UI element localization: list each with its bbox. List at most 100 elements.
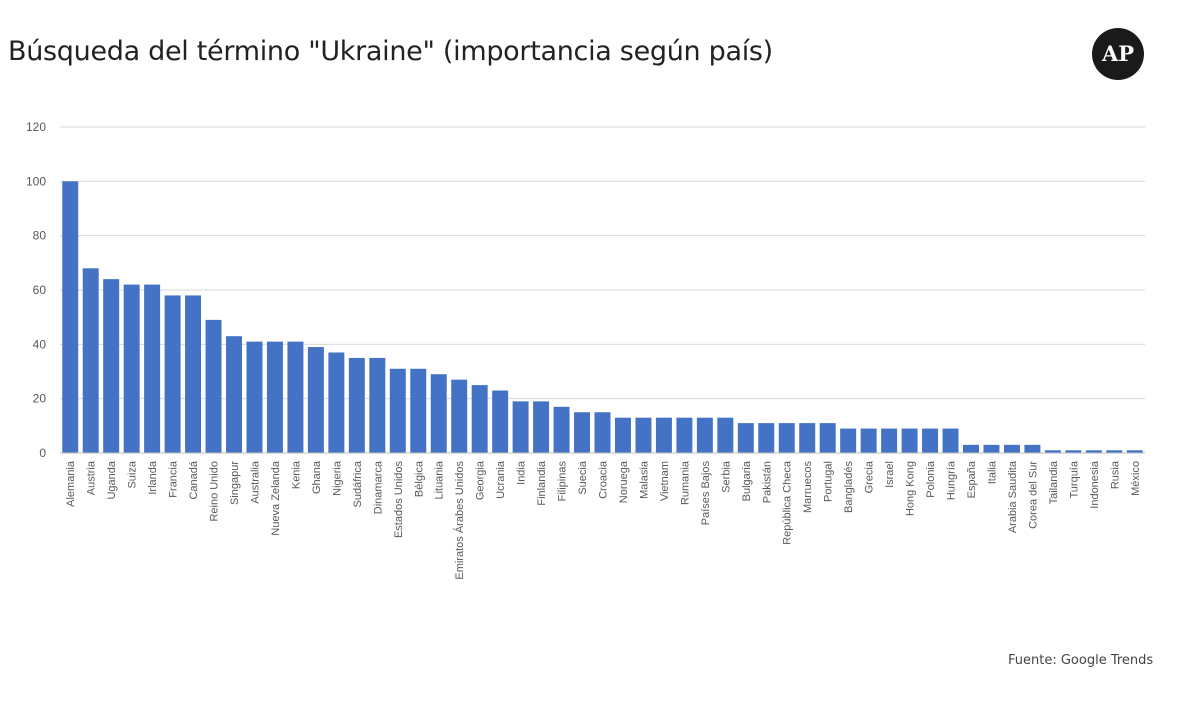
bar	[737, 423, 754, 453]
bar	[533, 401, 550, 453]
bar	[471, 385, 488, 453]
x-tick-label: Dinamarca	[372, 460, 384, 514]
x-axis: Alemania Austria Uganda Suiza Irlanda Francia…	[60, 452, 1145, 580]
x-tick-label: Austria	[86, 460, 98, 495]
x-tick-label: Rusia	[1109, 460, 1121, 489]
bar	[287, 341, 304, 453]
x-tick-label: Grecia	[864, 460, 876, 493]
bar	[778, 423, 795, 453]
x-tick-label: Rumania	[679, 460, 691, 505]
bar	[328, 352, 345, 453]
bar	[1003, 444, 1020, 453]
bar	[82, 268, 99, 453]
bar	[307, 347, 324, 453]
x-tick-label: Bélgica	[413, 460, 425, 497]
bar	[1024, 444, 1041, 453]
bar	[901, 428, 918, 453]
bar	[348, 357, 365, 453]
y-tick-label: 40	[33, 337, 47, 351]
bar	[369, 357, 386, 453]
x-tick-label: Marruecos	[802, 461, 814, 513]
bar	[1126, 450, 1143, 453]
x-tick-label: Lituania	[434, 460, 446, 499]
bar	[963, 444, 979, 453]
bar	[696, 417, 713, 453]
bar	[144, 284, 161, 453]
x-tick-label: Pakistán	[761, 461, 773, 503]
x-tick-label: Hungría	[946, 460, 958, 500]
x-tick-label: México	[1130, 461, 1142, 496]
bar	[860, 428, 877, 453]
bar	[840, 428, 857, 453]
x-tick-label: Finlandia	[536, 460, 548, 506]
x-tick-label: Estados Unidos	[393, 461, 405, 539]
y-tick-label: 80	[33, 229, 47, 243]
x-tick-label: Singapur	[229, 461, 241, 505]
bar	[922, 428, 939, 453]
bar	[266, 341, 283, 453]
bar	[164, 295, 181, 453]
bar	[983, 444, 1000, 453]
bar	[246, 341, 263, 453]
bars	[62, 181, 1143, 454]
x-tick-label: Irlanda	[147, 460, 159, 495]
x-tick-label: Serbia	[720, 460, 732, 493]
bar	[594, 412, 611, 453]
bar	[512, 401, 529, 453]
source-note: Fuente: Google Trends	[1008, 653, 1154, 668]
bar	[492, 390, 509, 453]
x-tick-label: Kenia	[290, 460, 302, 489]
y-tick-label: 120	[26, 120, 46, 134]
bar	[799, 423, 816, 453]
y-tick-label: 0	[39, 446, 46, 460]
x-tick-label: Georgia	[475, 460, 487, 500]
x-tick-label: Tailandia	[1048, 460, 1060, 504]
y-axis: 0 20 40 60 80 100 120	[26, 120, 46, 460]
x-tick-label: Polonia	[925, 460, 937, 498]
x-tick-label: Turquía	[1068, 460, 1080, 498]
x-tick-label: Noruega	[618, 460, 630, 503]
bar	[819, 423, 836, 453]
x-tick-label: India	[516, 460, 528, 485]
y-tick-label: 60	[33, 283, 47, 297]
ap-logo: AP	[1092, 28, 1144, 80]
bar	[226, 336, 242, 453]
x-tick-label: Malasia	[638, 460, 650, 499]
x-tick-label: República Checa	[782, 460, 794, 545]
y-tick-label: 20	[33, 392, 47, 406]
bar	[635, 417, 652, 453]
x-tick-label: Ghana	[311, 460, 323, 494]
x-tick-label: Francia	[168, 460, 180, 498]
bar	[389, 368, 406, 453]
bar	[655, 417, 672, 453]
bar	[185, 295, 202, 453]
x-tick-label: Italia	[986, 460, 998, 484]
x-tick-label: Filipinas	[557, 461, 569, 502]
bar	[614, 417, 631, 453]
bar	[1065, 450, 1082, 453]
bar	[574, 412, 591, 453]
x-tick-label: Reino Unido	[209, 461, 221, 522]
x-tick-label: Ucrania	[495, 460, 507, 499]
x-tick-label: Suiza	[127, 460, 139, 488]
x-tick-label: Países Bajos	[700, 461, 712, 526]
x-tick-label: Alemania	[65, 460, 77, 507]
x-tick-label: Vietnam	[659, 461, 671, 501]
bar	[676, 417, 693, 453]
x-tick-label: Suecia	[577, 460, 589, 495]
bar	[103, 279, 120, 453]
bar	[553, 406, 570, 453]
gridlines	[60, 126, 1145, 454]
bar	[62, 181, 79, 454]
x-tick-label: Bulgaria	[741, 460, 753, 501]
bar	[123, 284, 140, 453]
x-tick-label: Croacia	[598, 460, 610, 499]
bar	[881, 428, 898, 453]
y-tick-label: 100	[26, 174, 46, 188]
x-tick-label: Israel	[884, 461, 896, 488]
x-tick-label: Indonesia	[1089, 460, 1101, 509]
bar	[942, 428, 959, 453]
x-tick-label: Nueva Zelanda	[270, 460, 282, 535]
x-tick-label: Corea del Sur	[1027, 461, 1039, 529]
